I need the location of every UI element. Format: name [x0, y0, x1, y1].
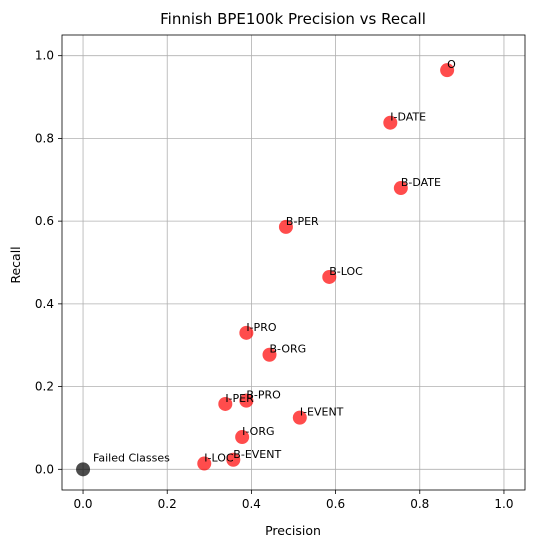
data-label-b-per: B-PER: [286, 215, 319, 228]
axes: [58, 34, 526, 494]
x-axis-title: Precision: [265, 523, 321, 538]
data-point-b-loc: [322, 269, 337, 284]
data-labels: OI-DATEB-DATEB-PERB-LOCI-PROB-ORGI-PERB-…: [93, 58, 456, 464]
data-label-i-loc: I-LOC: [204, 452, 234, 465]
data-label-b-event: B-EVENT: [233, 448, 281, 461]
data-point-b-event: [226, 452, 241, 467]
y-tick-label: 1.0: [35, 49, 54, 63]
data-points: [76, 63, 455, 477]
data-point-i-date: [383, 115, 398, 130]
data-label-i-per: I-PER: [225, 392, 254, 405]
data-label-b-date: B-DATE: [401, 176, 441, 189]
x-tick-label: 0.4: [242, 497, 261, 511]
data-point-b-pro: [239, 393, 254, 408]
data-point-i-pro: [239, 325, 254, 340]
data-point-b-per: [278, 219, 293, 234]
y-axis-title: Recall: [8, 246, 23, 283]
data-label-b-loc: B-LOC: [329, 265, 363, 278]
x-tick-label: 1.0: [494, 497, 513, 511]
plot-frame: [61, 34, 526, 491]
data-point-o: [440, 63, 455, 78]
y-tick-label: 0.6: [35, 214, 54, 228]
data-label-i-org: I-ORG: [242, 425, 274, 438]
chart-title: Finnish BPE100k Precision vs Recall: [160, 10, 426, 28]
data-label-i-event: I-EVENT: [300, 406, 344, 419]
data-point-b-org: [262, 347, 277, 362]
y-tick-label: 0.4: [35, 297, 54, 311]
data-point-i-per: [218, 396, 233, 411]
tick-labels: 0.0 0.2 0.4 0.6 0.8 1.0 0.0 0.2 0.4 0.6 0.8 1.0: [35, 49, 514, 511]
x-tick-label: 0.8: [410, 497, 429, 511]
data-label-i-date: I-DATE: [390, 111, 426, 124]
data-point-i-event: [292, 410, 307, 425]
data-point-i-loc: [197, 456, 212, 471]
grid-lines: [62, 35, 525, 490]
data-label-i-pro: I-PRO: [246, 321, 276, 334]
x-tick-label: 0.6: [326, 497, 345, 511]
data-label-o: O: [447, 58, 456, 71]
data-label-b-org: B-ORG: [270, 343, 307, 356]
x-tick-label: 0.2: [158, 497, 177, 511]
data-label-b-pro: B-PRO: [246, 389, 281, 402]
data-point-b-date: [393, 181, 408, 196]
y-tick-label: 0.2: [35, 380, 54, 394]
y-tick-label: 0.0: [35, 462, 54, 476]
data-point-i-org: [235, 430, 250, 445]
data-point-failed: [76, 462, 91, 477]
x-tick-label: 0.0: [73, 497, 92, 511]
data-label-failed: Failed Classes: [93, 451, 170, 464]
y-tick-label: 0.8: [35, 131, 54, 145]
